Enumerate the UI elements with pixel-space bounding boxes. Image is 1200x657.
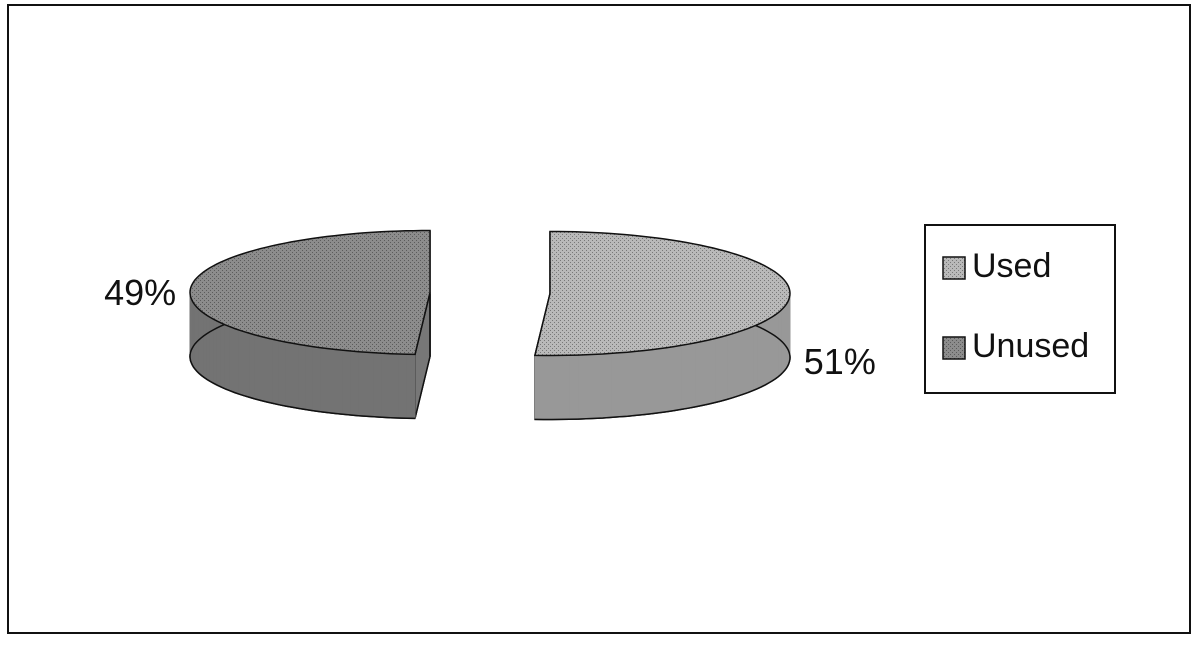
slice-side	[714, 336, 722, 404]
slice-side	[312, 346, 322, 413]
legend-label: Unused	[972, 327, 1089, 365]
slice-side	[694, 340, 703, 408]
slice-side	[768, 316, 773, 384]
slice-side	[266, 337, 274, 405]
slice-side	[756, 322, 762, 390]
slice-side	[635, 350, 644, 416]
slice-side	[560, 354, 570, 420]
slice-side	[542, 355, 553, 420]
slice-side	[350, 350, 360, 417]
slice-side	[764, 318, 770, 386]
data-label: 49%	[104, 272, 176, 313]
slice-side	[752, 324, 758, 392]
legend-swatch-texture	[943, 337, 965, 359]
slice-side	[680, 343, 689, 410]
slice-side	[610, 352, 620, 418]
slice-side	[260, 335, 268, 403]
slice-side	[406, 353, 416, 419]
slice-side	[366, 351, 375, 418]
slice-side	[618, 351, 628, 418]
pie-slice	[189, 229, 431, 420]
slice-side	[327, 348, 336, 415]
slice-side	[234, 327, 240, 395]
slice-side	[358, 351, 367, 417]
slice-side	[342, 349, 352, 416]
slice-side	[731, 331, 739, 399]
slice-side	[272, 338, 280, 406]
slice-side	[642, 349, 652, 416]
slice-side	[673, 344, 682, 412]
slice-side	[707, 337, 716, 405]
legend-label: Used	[972, 247, 1051, 285]
pie-slice	[533, 230, 791, 421]
legend-swatch-texture	[943, 257, 965, 279]
slice-side	[320, 347, 329, 414]
slice-side	[229, 325, 235, 394]
slice-side	[238, 329, 245, 397]
slice-side	[666, 346, 675, 413]
slice-side	[390, 353, 400, 419]
legend: Used Unused	[924, 224, 1116, 394]
slice-side	[254, 334, 262, 402]
slice-side	[568, 354, 579, 420]
slice-side	[373, 352, 383, 418]
slice-side	[726, 333, 733, 401]
slice-side	[742, 327, 749, 395]
slice-side	[220, 322, 226, 390]
slice-side	[687, 342, 696, 409]
slice-side	[602, 352, 612, 419]
data-label: 51%	[804, 341, 876, 382]
slice-side	[285, 341, 293, 408]
slice-side	[335, 348, 344, 415]
slice-side	[292, 342, 300, 410]
slice-side	[593, 353, 604, 419]
slice-side	[701, 339, 709, 407]
legend-box	[924, 224, 1116, 394]
slice-side	[650, 348, 660, 415]
plot-area: 51% 49%	[104, 229, 876, 421]
slice-side	[209, 316, 215, 385]
slice-side	[627, 350, 636, 417]
slice-side	[398, 353, 408, 419]
slice-texture	[534, 231, 790, 356]
slice-side	[224, 324, 231, 392]
slice-side	[278, 340, 287, 407]
slice-side	[737, 329, 744, 397]
slice-side	[577, 354, 587, 420]
slice-side	[381, 352, 391, 419]
slice-side	[298, 343, 307, 411]
slice-side	[720, 334, 728, 402]
slice-texture	[190, 230, 430, 355]
slice-side	[760, 320, 766, 388]
slice-side	[249, 332, 256, 400]
slice-side	[585, 353, 595, 420]
slice-side	[658, 347, 667, 414]
slice-side	[305, 345, 314, 412]
slice-side	[216, 320, 222, 388]
slice-side	[244, 331, 251, 399]
slice-side	[551, 354, 561, 421]
slice-side	[534, 354, 544, 421]
slice-side	[747, 325, 754, 394]
